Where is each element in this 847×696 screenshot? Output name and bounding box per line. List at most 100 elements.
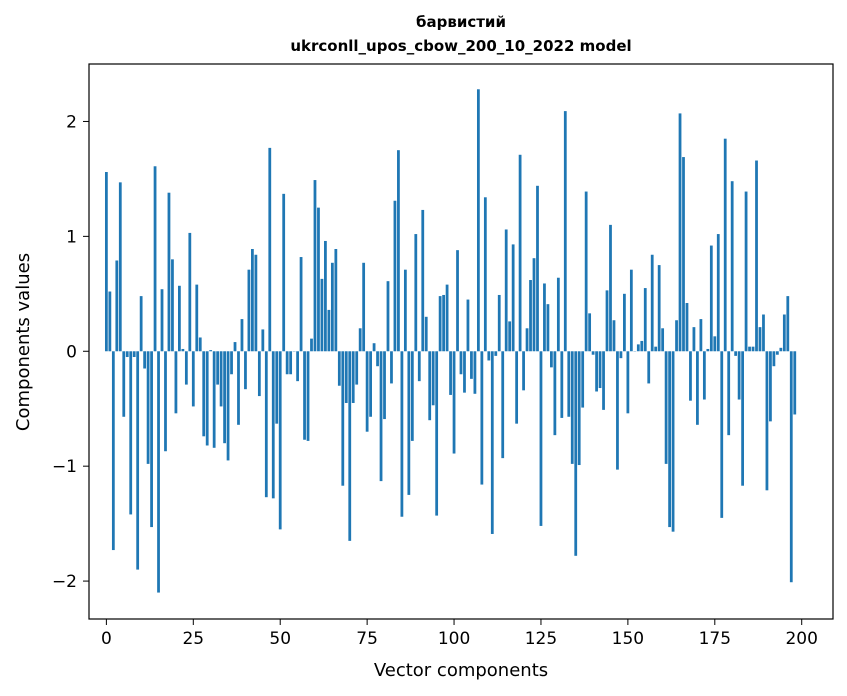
bar-component-169 <box>692 327 696 352</box>
bar-component-36 <box>230 351 233 375</box>
bar-component-41 <box>247 269 251 352</box>
bar-component-30 <box>209 350 213 352</box>
x-tick-label: 175 <box>699 629 731 649</box>
bar-component-8 <box>132 351 136 358</box>
bar-component-129 <box>553 351 557 436</box>
bar-component-71 <box>351 351 355 403</box>
bar-component-114 <box>501 351 505 459</box>
bar-component-76 <box>369 351 372 417</box>
bar-component-108 <box>480 351 484 485</box>
bar-component-118 <box>515 351 519 424</box>
bar-component-179 <box>727 351 731 436</box>
bar-component-26 <box>195 284 199 352</box>
bar-component-155 <box>643 288 647 352</box>
bar-component-185 <box>748 346 751 352</box>
bar-component-177 <box>720 351 724 518</box>
bar-component-183 <box>741 351 744 486</box>
bar-component-38 <box>237 351 240 425</box>
bar-component-35 <box>226 351 230 461</box>
bar-component-110 <box>487 351 491 361</box>
bar-component-81 <box>386 281 390 352</box>
bar-component-101 <box>456 250 459 352</box>
bar-component-184 <box>744 191 748 352</box>
bar-component-43 <box>254 254 258 352</box>
bar-component-171 <box>699 319 703 352</box>
x-axis-ticks: 0 25 50 75 100 125 150 175 200 <box>101 619 818 649</box>
bar-component-135 <box>574 351 578 556</box>
bar-component-136 <box>577 351 581 466</box>
bar-component-80 <box>383 351 386 420</box>
bar-component-89 <box>414 234 418 352</box>
x-tick-label: 25 <box>182 629 204 649</box>
y-tick-label: 1 <box>66 227 77 247</box>
bar-component-77 <box>372 343 376 352</box>
bar-component-15 <box>157 351 160 593</box>
bar-component-182 <box>737 351 741 400</box>
y-axis-ticks: −2 −1 0 1 2 <box>52 112 89 592</box>
bar-component-134 <box>570 351 574 464</box>
bar-component-147 <box>616 351 619 470</box>
bar-component-96 <box>438 296 442 352</box>
bar-component-74 <box>362 262 366 352</box>
bar-component-39 <box>240 319 244 352</box>
bar-component-0 <box>104 172 108 352</box>
bar-component-123 <box>532 258 536 352</box>
bar-component-173 <box>706 348 710 352</box>
bar-component-82 <box>390 351 393 384</box>
bar-component-193 <box>775 351 779 355</box>
bar-component-46 <box>264 351 268 498</box>
bar-component-121 <box>525 328 529 352</box>
bar-component-44 <box>257 351 261 397</box>
bar-component-79 <box>379 351 383 482</box>
bar-component-146 <box>612 320 616 352</box>
bar-component-99 <box>449 351 452 395</box>
bar-component-151 <box>629 269 633 352</box>
bar-component-178 <box>723 138 727 352</box>
bar-component-180 <box>730 181 734 352</box>
bar-component-78 <box>376 351 379 367</box>
bar-component-98 <box>445 284 449 352</box>
bar-component-187 <box>755 160 758 352</box>
bar-component-7 <box>129 351 133 515</box>
bars-group <box>104 89 797 593</box>
bar-component-102 <box>459 351 463 375</box>
bar-component-88 <box>410 351 414 441</box>
bar-component-144 <box>605 290 609 352</box>
bar-component-93 <box>428 351 432 421</box>
bar-component-163 <box>671 351 675 532</box>
bar-component-1 <box>108 291 112 352</box>
bar-component-192 <box>772 351 776 367</box>
bar-component-159 <box>657 265 661 352</box>
bar-component-190 <box>765 351 769 491</box>
bar-component-157 <box>650 254 654 352</box>
bar-component-72 <box>355 351 359 385</box>
bar-component-158 <box>654 346 658 352</box>
bar-component-3 <box>115 260 119 352</box>
bar-component-17 <box>164 351 167 452</box>
bar-component-18 <box>167 192 171 352</box>
bar-component-12 <box>146 351 150 464</box>
bar-component-94 <box>431 351 435 406</box>
bar-component-66 <box>334 249 338 352</box>
bar-component-198 <box>793 351 797 415</box>
bar-component-153 <box>636 344 640 352</box>
bar-component-124 <box>536 185 539 352</box>
bar-component-111 <box>490 351 494 534</box>
x-tick-label: 75 <box>356 629 378 649</box>
bar-component-188 <box>758 327 762 352</box>
bar-component-149 <box>623 293 626 352</box>
bar-component-59 <box>310 338 313 352</box>
bar-component-165 <box>678 113 682 352</box>
bar-component-58 <box>306 351 310 441</box>
bar-component-107 <box>476 89 480 352</box>
bar-component-126 <box>543 283 546 352</box>
bar-component-9 <box>136 351 140 570</box>
bar-component-67 <box>337 351 341 386</box>
bar-component-69 <box>344 351 348 403</box>
bar-component-156 <box>647 351 651 384</box>
bar-component-148 <box>619 351 623 359</box>
bar-component-68 <box>341 351 345 486</box>
plot-frame <box>88 63 834 620</box>
bar-component-106 <box>473 351 477 394</box>
